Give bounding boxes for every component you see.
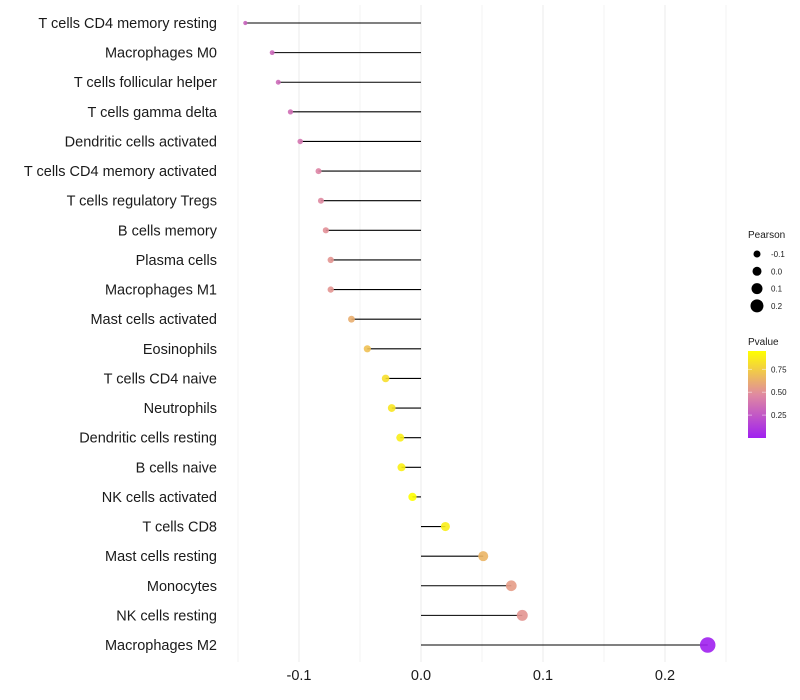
lollipop-point — [699, 637, 716, 653]
lollipop-point — [322, 227, 329, 234]
lollipop-point — [505, 580, 517, 592]
size-legend-key — [750, 299, 764, 313]
size-legend-label: 0.1 — [771, 285, 783, 294]
x-axis-ticks: -0.1 0.0 0.1 0.2 — [287, 668, 676, 684]
y-axis-label: T cells CD4 naive — [104, 371, 217, 387]
lollipop-points — [243, 20, 716, 653]
lollipop-point — [516, 609, 528, 621]
lollipop-point — [327, 256, 334, 264]
lollipop-point — [297, 138, 303, 145]
y-axis-label: NK cells resting — [116, 608, 217, 624]
y-axis-label: Dendritic cells activated — [65, 134, 217, 150]
lollipop-point — [315, 168, 322, 175]
pvalue-colorbar — [748, 351, 766, 438]
y-axis-label: T cells CD4 memory activated — [24, 164, 217, 180]
y-axis-label: Eosinophils — [143, 342, 217, 358]
y-axis-label: T cells follicular helper — [74, 75, 217, 91]
lollipop-point — [243, 20, 248, 26]
lollipop-point — [408, 492, 417, 502]
y-axis-label: T cells CD8 — [142, 520, 217, 536]
y-axis-labels: T cells CD4 memory resting Macrophages M0… — [24, 16, 218, 654]
y-axis-label: Monocytes — [147, 579, 217, 595]
y-axis-label: Neutrophils — [144, 401, 217, 417]
lollipop-point — [317, 197, 324, 204]
color-legend-label: 0.75 — [771, 365, 787, 374]
lollipop-point — [387, 404, 396, 412]
x-tick-label: 0.2 — [655, 668, 675, 684]
y-axis-label: Dendritic cells resting — [79, 431, 217, 447]
lollipop-point — [440, 521, 450, 532]
lollipop-point — [327, 286, 334, 293]
lollipop-point — [348, 315, 355, 323]
x-tick-label: -0.1 — [287, 668, 312, 684]
y-axis-label: T cells regulatory Tregs — [67, 194, 217, 210]
color-legend-label: 0.25 — [771, 411, 787, 420]
lollipop-point — [269, 50, 275, 56]
y-axis-label: Macrophages M2 — [105, 638, 217, 654]
lollipop-point — [363, 345, 371, 353]
x-tick-label: 0.1 — [533, 668, 553, 684]
lollipop-point — [287, 109, 294, 115]
size-legend-title: Pearson — [748, 230, 785, 241]
lollipop-point — [381, 374, 390, 383]
y-axis-label: B cells naive — [136, 460, 217, 476]
lollipop-segments — [245, 22, 708, 646]
lollipop-point — [396, 433, 405, 442]
y-axis-label: Macrophages M1 — [105, 283, 217, 299]
y-axis-label: B cells memory — [118, 223, 218, 239]
size-legend-label: 0.0 — [771, 267, 783, 276]
x-tick-label: 0.0 — [411, 668, 431, 684]
lollipop-point — [478, 551, 489, 562]
size-legend-label: 0.2 — [771, 302, 783, 311]
grid-lines — [237, 5, 727, 662]
lollipop-point — [275, 79, 281, 85]
y-axis-label: Plasma cells — [136, 253, 217, 269]
color-legend-label: 0.50 — [771, 388, 787, 397]
y-axis-label: Macrophages M0 — [105, 46, 217, 62]
lollipop-point — [397, 463, 406, 472]
size-legend-key — [751, 283, 763, 295]
y-axis-label: NK cells activated — [102, 490, 217, 506]
color-legend-title: Pvalue — [748, 337, 779, 348]
y-axis-label: Mast cells activated — [90, 312, 217, 328]
y-axis-label: T cells gamma delta — [88, 105, 218, 121]
pearson-size-legend: Pearson -0.1 0.0 0.1 0.2 — [748, 230, 785, 313]
y-axis-label: T cells CD4 memory resting — [38, 16, 217, 32]
y-axis-label: Mast cells resting — [105, 549, 217, 565]
pvalue-color-legend: Pvalue 0.75 0.50 0.25 — [748, 337, 787, 438]
size-legend-key — [752, 266, 762, 276]
size-legend-label: -0.1 — [771, 250, 785, 259]
size-legend-key — [753, 250, 761, 258]
